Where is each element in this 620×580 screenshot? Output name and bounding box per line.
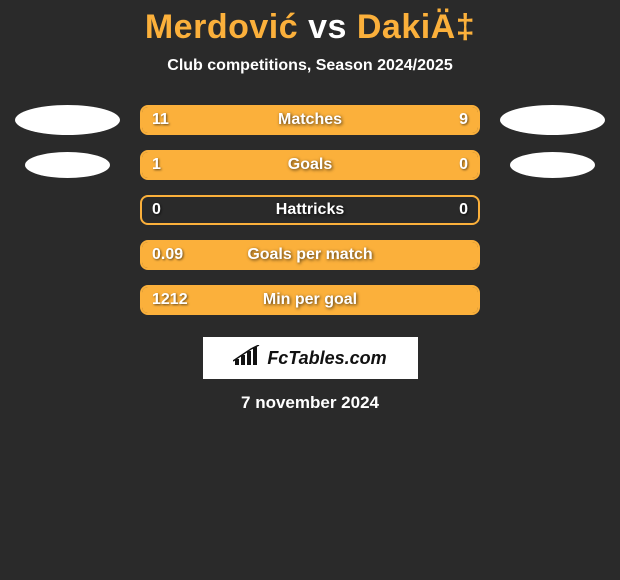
brand-text: FcTables.com	[267, 348, 386, 369]
page-title: Merdović vs DakiÄ‡	[0, 0, 620, 47]
metric-bar: 11 Matches 9	[140, 105, 480, 135]
player2-marker	[510, 152, 595, 178]
player1-marker	[25, 152, 110, 178]
metric-label: Goals	[288, 156, 332, 174]
title-vs: vs	[308, 8, 347, 46]
comparison-widget: Merdović vs DakiÄ‡ Club competitions, Se…	[0, 0, 620, 580]
metric-left-value: 1	[152, 156, 161, 174]
player2-marker	[500, 105, 605, 135]
metrics-list: 11 Matches 9 1 Goals 0 0 Hattr	[0, 105, 620, 315]
player1-name: Merdović	[145, 8, 298, 46]
metric-row: 0.09 Goals per match	[0, 240, 620, 270]
metric-bar: 1 Goals 0	[140, 150, 480, 180]
metric-label: Hattricks	[276, 201, 344, 219]
metric-left-value: 1212	[152, 291, 188, 309]
metric-bar: 0 Hattricks 0	[140, 195, 480, 225]
player1-marker	[15, 105, 120, 135]
bar-chart-icon	[233, 345, 261, 372]
bar-fill-left	[142, 152, 404, 178]
metric-row: 0 Hattricks 0	[0, 195, 620, 225]
metric-right-value: 0	[459, 156, 468, 174]
metric-label: Goals per match	[247, 246, 372, 264]
metric-left-value: 0	[152, 201, 161, 219]
metric-row: 11 Matches 9	[0, 105, 620, 135]
metric-label: Matches	[278, 111, 342, 129]
metric-left-value: 11	[152, 111, 169, 129]
metric-row: 1212 Min per goal	[0, 285, 620, 315]
subtitle: Club competitions, Season 2024/2025	[0, 57, 620, 75]
metric-right-value: 0	[459, 201, 468, 219]
metric-label: Min per goal	[263, 291, 357, 309]
metric-right-value: 9	[459, 111, 468, 129]
brand-badge[interactable]: FcTables.com	[203, 337, 418, 379]
metric-row: 1 Goals 0	[0, 150, 620, 180]
date-text: 7 november 2024	[0, 393, 620, 413]
metric-bar: 1212 Min per goal	[140, 285, 480, 315]
metric-left-value: 0.09	[152, 246, 183, 264]
metric-bar: 0.09 Goals per match	[140, 240, 480, 270]
bar-fill-right	[327, 107, 478, 133]
player2-name: DakiÄ‡	[357, 8, 475, 46]
